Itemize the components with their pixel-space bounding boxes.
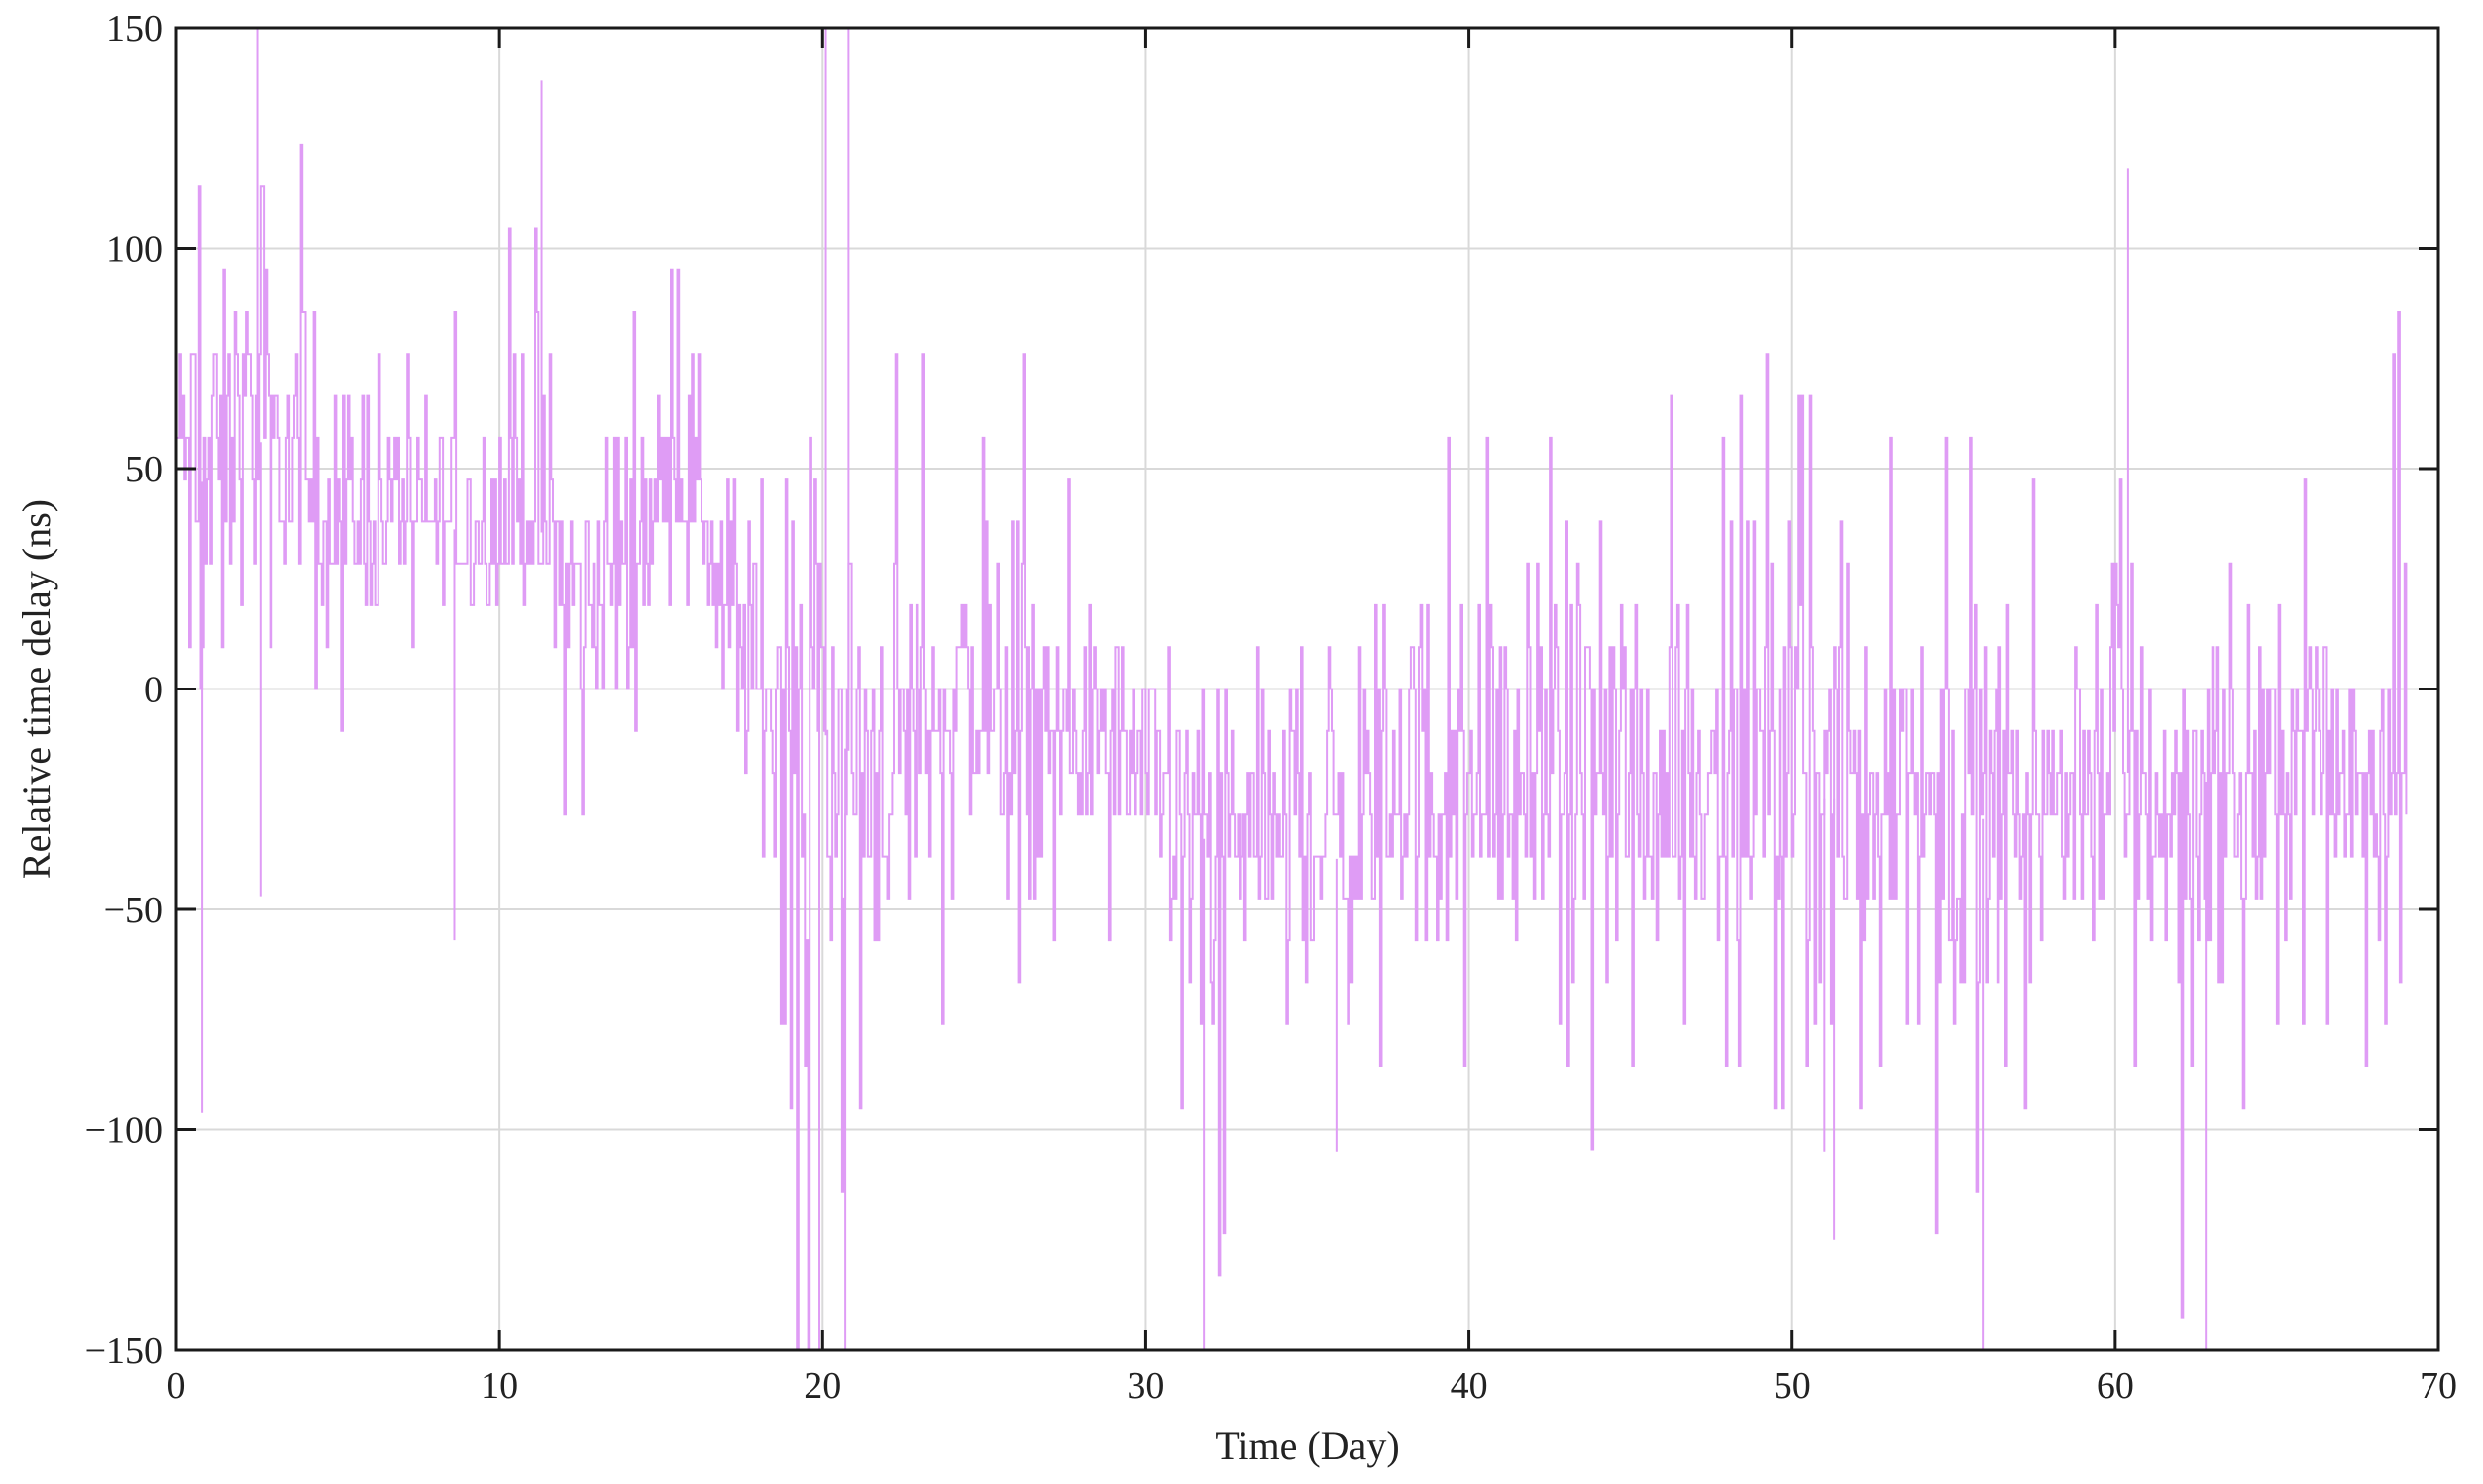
series-line: [176, 143, 2408, 1350]
x-tick-label: 40: [1451, 1365, 1488, 1407]
series-relative-time-delay: [176, 28, 2408, 1350]
y-axis-label: Relative time delay (ns): [14, 499, 58, 879]
x-tick-label: 30: [1127, 1365, 1164, 1407]
axis-ticks: [174, 26, 2440, 1352]
y-tick-label: −100: [85, 1111, 162, 1152]
y-tick-label: 0: [144, 670, 162, 711]
x-tick-label: 10: [481, 1365, 518, 1407]
y-tick-labels: −150 −100 −50 0 50 100 150: [85, 8, 162, 1372]
y-tick-label: −150: [85, 1330, 162, 1372]
x-tick-label: 0: [167, 1365, 186, 1407]
x-tick-label: 70: [2420, 1365, 2457, 1407]
x-tick-labels: 0 10 20 30 40 50 60 70: [167, 1365, 2458, 1407]
y-tick-label: 150: [106, 8, 162, 50]
y-tick-label: 50: [125, 449, 162, 490]
x-tick-label: 60: [2097, 1365, 2134, 1407]
x-tick-label: 20: [804, 1365, 841, 1407]
y-tick-label: 100: [106, 229, 162, 270]
x-tick-label: 50: [1774, 1365, 1811, 1407]
y-tick-label: −50: [104, 890, 162, 931]
x-axis-label: Time (Day): [1215, 1424, 1399, 1468]
